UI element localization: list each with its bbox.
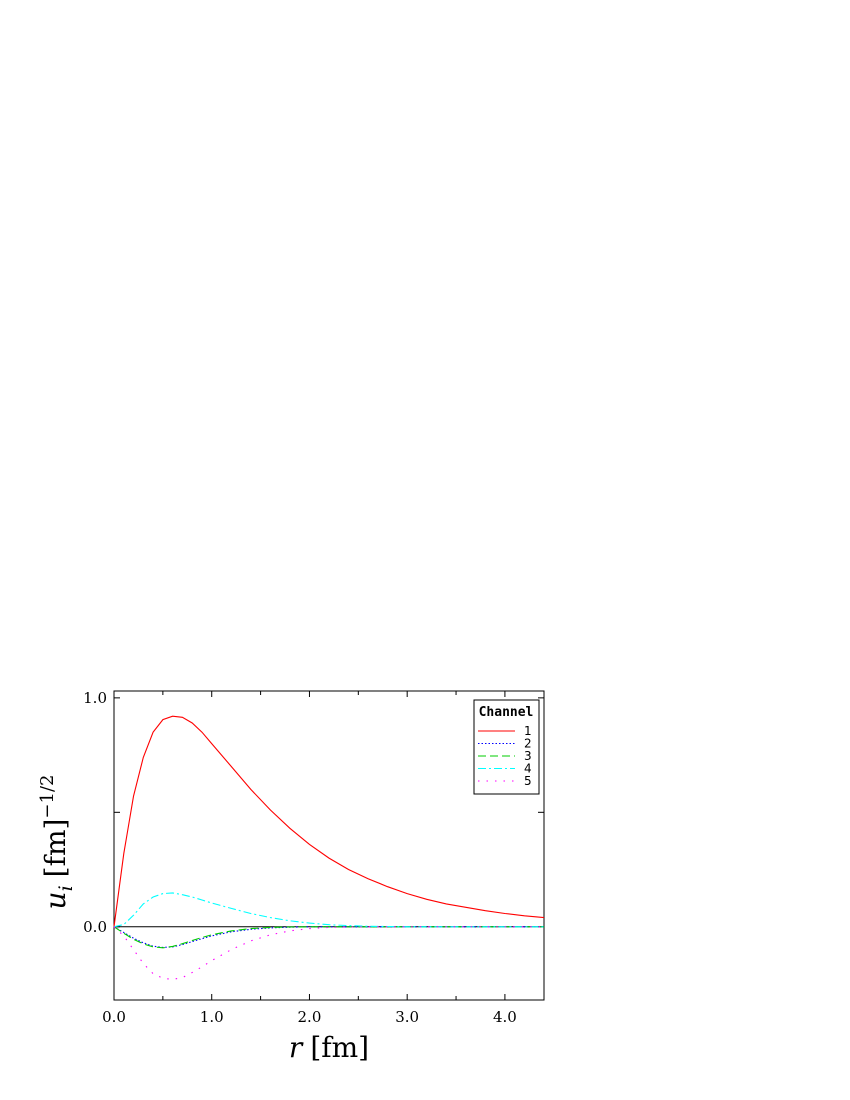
plot-frame: [113, 690, 545, 1001]
y-axis-variable: u: [39, 891, 72, 909]
y-tick-label: 1.0: [83, 689, 107, 707]
x-tick-label: 4.0: [493, 1008, 517, 1026]
axis-ticks: 0.0 1.0 2.0 3.0 4.0 0.0 1.0: [83, 689, 544, 1026]
legend-box: [473, 699, 540, 795]
x-tick-label: 0.0: [102, 1008, 126, 1026]
legend-label-4: 4: [524, 762, 532, 776]
legend-label-2: 2: [524, 737, 532, 751]
series-line-2: [113, 926, 544, 948]
legend-label-1: 1: [524, 724, 532, 738]
legend-label-5: 5: [524, 774, 532, 788]
y-axis-title: ui [fm]−1/2: [37, 775, 77, 910]
x-axis-unit: [fm]: [310, 1031, 369, 1064]
y-axis-subscript: i: [55, 885, 77, 891]
x-axis-title: r [fm]: [289, 1031, 369, 1064]
y-tick-label: 0.0: [83, 918, 107, 936]
series-line-4: [113, 892, 544, 928]
x-tick-label: 3.0: [395, 1008, 419, 1026]
series-line-3: [113, 926, 544, 949]
series-line-5: [113, 926, 544, 980]
series-line-1: [113, 715, 545, 927]
y-axis-unit: [fm]: [39, 819, 72, 878]
x-axis-variable: r: [289, 1031, 304, 1064]
y-axis-superscript: −1/2: [37, 775, 58, 819]
x-tick-label: 1.0: [200, 1008, 224, 1026]
legend-title: Channel: [479, 705, 534, 720]
series-layer: [113, 715, 545, 980]
x-tick-label: 2.0: [298, 1008, 322, 1026]
legend-label-3: 3: [524, 749, 532, 763]
